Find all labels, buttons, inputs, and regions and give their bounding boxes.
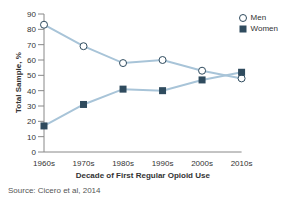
html-text:Source: Cicero et al, 2014: Source: Cicero et al, 2014	[8, 186, 101, 195]
html-text:Women: Women	[250, 24, 278, 33]
svg-text:70: 70	[27, 41, 36, 50]
svg-text:40: 40	[27, 87, 36, 96]
html-text:Men: Men	[250, 13, 267, 22]
svg-text:90: 90	[27, 10, 36, 19]
svg-text:1990s: 1990s	[152, 159, 174, 168]
svg-text:10: 10	[27, 133, 36, 142]
svg-text:Decade of First Regular Opioid: Decade of First Regular Opioid Use	[76, 171, 211, 180]
svg-text:1980s: 1980s	[112, 159, 134, 168]
svg-text:50: 50	[27, 71, 36, 80]
svg-text:1970s: 1970s	[73, 159, 95, 168]
svg-text:60: 60	[27, 56, 36, 65]
svg-text:1960s: 1960s	[33, 159, 55, 168]
svg-text:20: 20	[27, 117, 36, 126]
svg-text:30: 30	[27, 102, 36, 111]
svg-text:0: 0	[32, 148, 37, 157]
svg-text:2010s: 2010s	[231, 159, 253, 168]
svg-text:2000s: 2000s	[191, 159, 213, 168]
svg-text:Total Sample, %: Total Sample, %	[14, 52, 23, 113]
svg-text:80: 80	[27, 25, 36, 34]
